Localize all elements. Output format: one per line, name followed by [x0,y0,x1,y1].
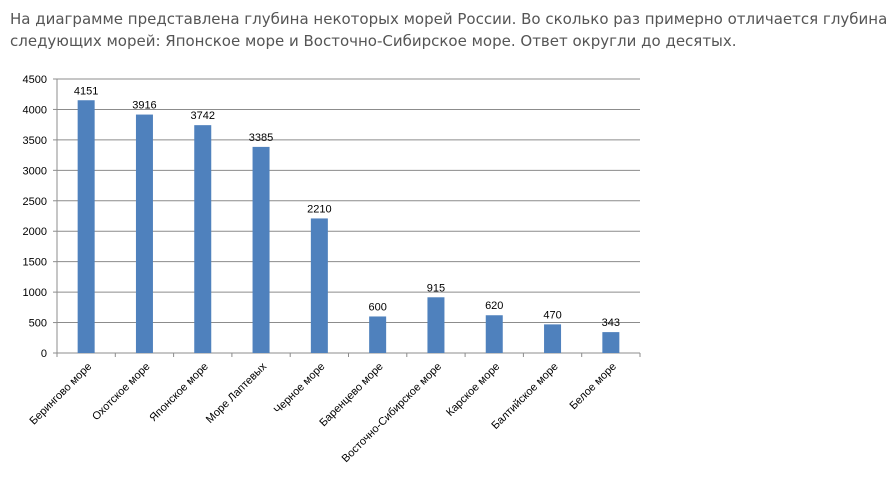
data-label: 620 [485,300,503,312]
data-labels: 4151 3916 3742 3385 2210 600 915 620 470 343 [74,85,620,329]
data-label: 3385 [249,132,273,144]
question-text: На диаграмме представлена глубина некото… [10,8,890,52]
y-tick-label: 3500 [23,135,47,147]
question-line-1: На диаграмме представлена глубина некото… [10,10,888,28]
category-label: Карское море [444,361,502,419]
y-tick-label: 2000 [23,226,47,238]
category-label: Белое море [568,361,619,412]
data-label: 343 [602,317,620,329]
category-label: Японское море [147,361,210,424]
bar [602,332,620,353]
bar [310,218,328,353]
data-label: 3916 [132,100,156,112]
axes: 0 500 1000 1500 2000 2500 3000 3500 4000 4500 [23,74,641,360]
category-label: Берингово море [28,361,95,428]
data-label: 600 [368,301,386,313]
y-tick-label: 0 [41,348,47,360]
bars [77,100,620,354]
y-tick-label: 4000 [23,104,47,116]
data-label: 2210 [307,203,331,215]
category-label: Восточно-Сибирское море [340,361,444,465]
bar [77,100,95,354]
category-label: Море Лаптевых [204,360,270,426]
data-label: 4151 [74,85,98,97]
y-tick-label: 3000 [23,165,47,177]
category-label: Баренцево море [317,361,385,429]
data-label: 3742 [191,110,215,122]
category-label: Черное море [272,361,328,417]
y-tick-label: 2500 [23,196,47,208]
category-label: Охотское море [90,361,152,423]
bar [544,324,562,353]
bar [485,315,503,353]
grid-lines [57,78,640,324]
question-line-2: следующих морей: Японское море и Восточн… [10,32,737,50]
y-tick-label: 1500 [23,257,47,269]
y-tick-label: 500 [29,318,47,330]
bar [252,146,270,353]
y-tick-label: 4500 [23,74,47,86]
bar [194,125,212,353]
bar [369,316,387,353]
data-label: 915 [427,282,445,294]
y-tick-label: 1000 [23,287,47,299]
bar [135,114,153,353]
data-label: 470 [543,309,561,321]
bar [427,297,445,353]
